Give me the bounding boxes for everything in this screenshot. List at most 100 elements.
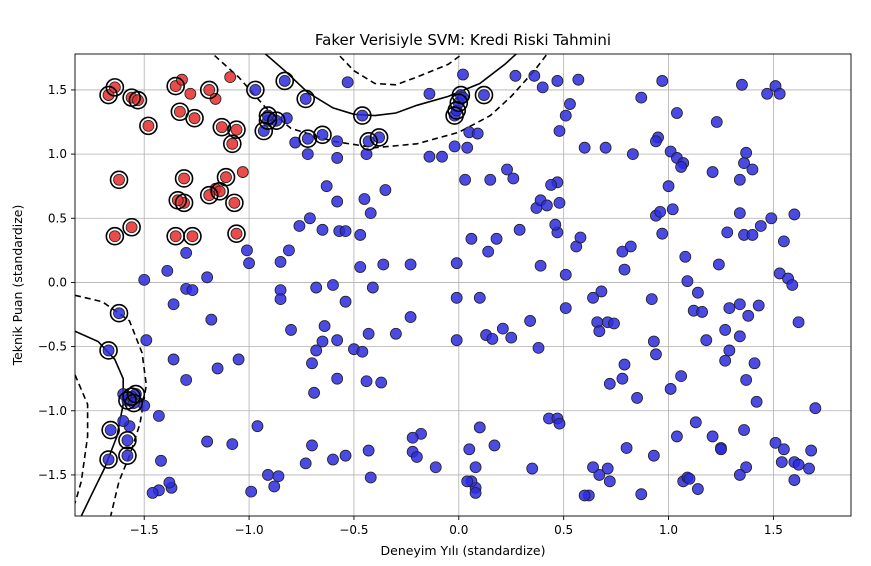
safe-point [551,75,564,87]
safe-point [366,281,379,294]
safe-point [272,470,285,483]
safe-point [578,489,591,502]
safe-point [578,141,591,154]
support-vector-ring [474,85,494,105]
safe-point [339,449,352,462]
safe-point [513,223,526,236]
safe-point [786,279,799,291]
safe-point [186,284,199,297]
safe-point [450,291,463,304]
safe-point [761,87,774,100]
safe-point [706,430,719,443]
safe-point [377,258,390,271]
safe-point [138,273,151,286]
safe-point [599,141,612,154]
safe-point [243,257,255,270]
risky-point [215,121,228,134]
safe-point [803,462,815,475]
safe-point [316,335,329,348]
safe-point [662,180,675,193]
safe-point [719,354,732,367]
safe-point [469,486,482,499]
support-vector-ring [199,80,219,100]
safe-point [595,285,608,298]
support-vector-ring [222,134,242,154]
margin-line [75,374,89,504]
safe-point [564,98,576,110]
safe-point [285,324,297,336]
safe-point [461,141,474,154]
safe-point [723,302,736,315]
safe-point [647,449,660,462]
safe-point [331,334,344,347]
safe-point [303,212,316,225]
support-vector-ring [124,393,144,413]
safe-point [746,163,759,176]
safe-point [362,444,375,457]
safe-point [777,235,790,248]
safe-point [593,469,606,481]
safe-point [389,327,402,340]
safe-point [626,148,639,161]
support-vector-ring [183,226,202,246]
safe-point [545,178,557,191]
y-tick-label: −1.5 [38,468,67,482]
support-vector-rings [99,71,494,469]
risky-point [169,230,182,243]
safe-point [167,298,180,311]
safe-point [769,436,782,449]
support-vector-ring [254,121,274,141]
safe-point [293,220,306,232]
safe-point [356,109,369,122]
y-axis-label: Teknik Puan (standardize) [10,205,25,367]
safe-point [341,76,354,89]
support-vector-ring [246,80,265,100]
safe-point [496,322,509,335]
safe-point [459,173,471,186]
safe-point [201,271,214,284]
safe-point [484,173,497,186]
safe-point [587,291,599,304]
safe-point [748,357,761,370]
safe-point [327,453,339,466]
safe-point [534,259,547,272]
x-tick-label: 0.0 [449,523,468,537]
safe-point [121,434,134,447]
safe-point [559,302,572,315]
risky-point [228,196,241,209]
support-vector-ring [99,450,118,469]
safe-point [356,345,369,358]
support-vector-ring [449,93,469,113]
support-vector-ring [210,182,230,201]
safe-point [465,232,478,245]
risky-point [213,185,226,198]
safe-point [775,456,788,469]
support-vector-ring [212,117,232,137]
safe-point [593,325,606,338]
safe-point [306,357,318,370]
y-tick-label: 0.5 [48,211,67,225]
safe-point [809,402,822,415]
safe-point [299,457,312,470]
margin-line [211,54,549,149]
safe-point [410,451,423,463]
safe-point [457,68,469,81]
safe-point [140,334,153,347]
risky-point [178,172,190,185]
risky-point [173,105,186,118]
safe-point [553,125,566,137]
risky-point [203,84,216,96]
risky-point [226,137,239,150]
safe-point [505,331,518,344]
safe-point [574,231,587,244]
y-tick-label: 0.0 [48,275,67,289]
safe-point [478,89,490,101]
safe-point [509,69,522,82]
safe-point [278,75,291,87]
safe-point [788,474,801,486]
safe-point [733,330,746,343]
data-points [102,68,822,502]
margin-line [336,54,464,86]
safe-point [719,324,732,336]
safe-point [301,148,314,161]
